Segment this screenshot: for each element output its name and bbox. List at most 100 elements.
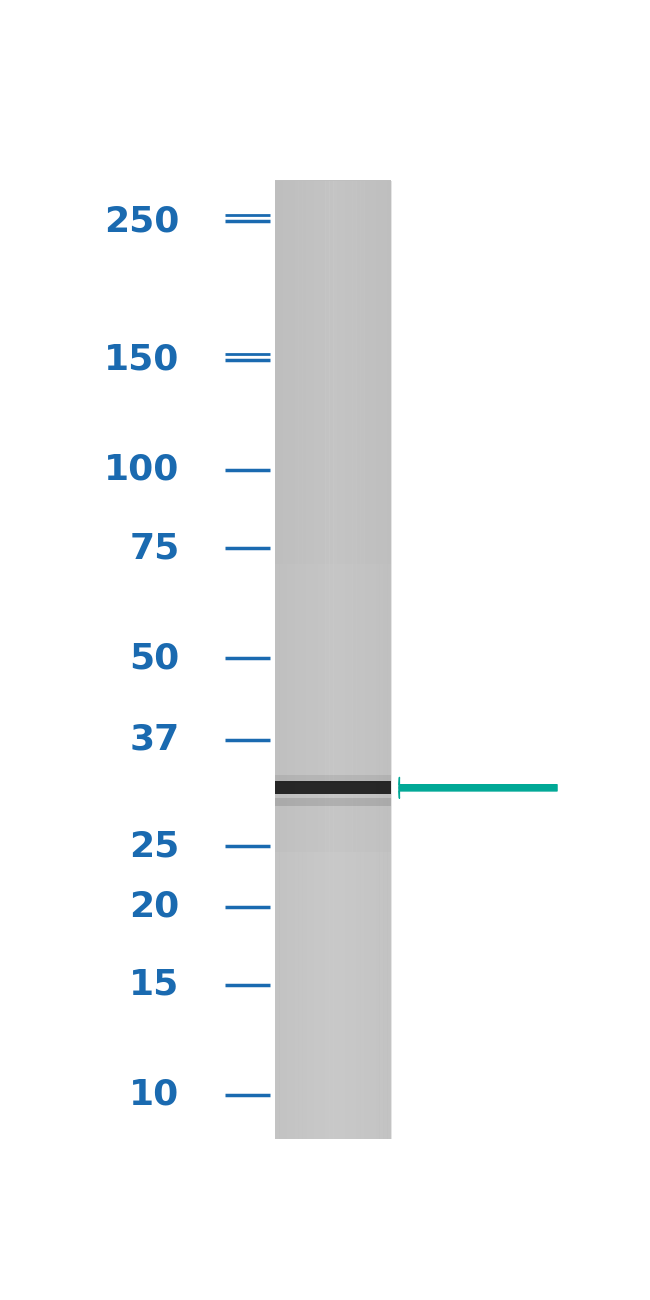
Bar [275, 486, 391, 497]
Bar [275, 879, 391, 891]
Text: 10: 10 [129, 1078, 179, 1112]
Bar [310, 181, 315, 1139]
Bar [368, 181, 372, 1139]
Bar [275, 506, 391, 516]
Bar [275, 994, 391, 1005]
Bar [275, 745, 391, 755]
Bar [275, 420, 391, 430]
Bar [275, 391, 391, 402]
Bar [275, 477, 391, 488]
Bar [275, 199, 391, 209]
Bar [275, 525, 391, 536]
Bar [275, 429, 391, 439]
Bar [275, 640, 391, 650]
Bar [275, 554, 391, 564]
Bar [275, 295, 391, 306]
Bar [275, 1014, 391, 1024]
Bar [275, 1061, 391, 1072]
Text: 25: 25 [129, 829, 179, 863]
Bar [275, 812, 391, 823]
Bar [330, 181, 333, 1139]
Bar [275, 1080, 391, 1091]
Bar [318, 181, 322, 1139]
Bar [348, 181, 353, 1139]
Bar [275, 343, 391, 354]
Bar [275, 1128, 391, 1139]
Bar [322, 181, 326, 1139]
Bar [275, 497, 391, 507]
Bar [279, 181, 283, 1139]
Bar [275, 400, 391, 411]
Bar [275, 659, 391, 670]
Bar [275, 850, 391, 861]
Bar [275, 650, 391, 660]
Text: 75: 75 [129, 532, 179, 566]
Bar [275, 956, 391, 966]
Bar [275, 324, 391, 334]
Bar [275, 247, 391, 257]
Bar [341, 181, 345, 1139]
Bar [275, 563, 391, 573]
Bar [275, 909, 391, 919]
Bar [275, 781, 391, 794]
Bar [275, 468, 391, 478]
Bar [275, 841, 391, 852]
Bar [275, 582, 391, 593]
Text: 100: 100 [104, 452, 179, 488]
Bar [275, 774, 391, 784]
Bar [275, 1032, 391, 1043]
Bar [275, 793, 391, 803]
Bar [275, 802, 391, 814]
Bar [291, 181, 295, 1139]
Bar [360, 181, 365, 1139]
Bar [314, 181, 318, 1139]
Bar [275, 1100, 391, 1110]
Bar [275, 1091, 391, 1101]
Bar [275, 870, 391, 880]
Bar [387, 181, 391, 1139]
Bar [275, 716, 391, 727]
Bar [275, 352, 391, 363]
Bar [275, 286, 391, 296]
Bar [275, 764, 391, 775]
Bar [275, 898, 391, 909]
Bar [275, 315, 391, 325]
Bar [275, 573, 391, 584]
Bar [275, 984, 391, 996]
Bar [275, 927, 391, 937]
Bar [275, 1023, 391, 1034]
Bar [275, 727, 391, 737]
Bar [376, 181, 380, 1139]
Bar [275, 438, 391, 450]
Bar [275, 179, 391, 191]
Bar [275, 832, 391, 842]
Bar [275, 372, 391, 382]
Text: 37: 37 [129, 723, 179, 757]
Text: 250: 250 [104, 204, 179, 238]
Bar [275, 784, 391, 794]
Bar [275, 755, 391, 766]
Bar [275, 889, 391, 900]
Bar [275, 630, 391, 641]
Bar [275, 775, 391, 783]
Bar [275, 1052, 391, 1062]
Bar [275, 707, 391, 718]
Bar [275, 946, 391, 957]
Bar [384, 181, 387, 1139]
Bar [275, 333, 391, 344]
Bar [275, 822, 391, 832]
Bar [275, 736, 391, 746]
Bar [275, 688, 391, 698]
Bar [275, 304, 391, 315]
Text: 150: 150 [104, 343, 179, 377]
Bar [275, 861, 391, 871]
Bar [275, 697, 391, 709]
Bar [275, 966, 391, 976]
Bar [275, 515, 391, 527]
Bar [298, 181, 303, 1139]
Bar [275, 361, 391, 373]
Bar [275, 937, 391, 948]
Bar [275, 381, 391, 391]
Bar [275, 227, 391, 238]
Bar [294, 181, 299, 1139]
